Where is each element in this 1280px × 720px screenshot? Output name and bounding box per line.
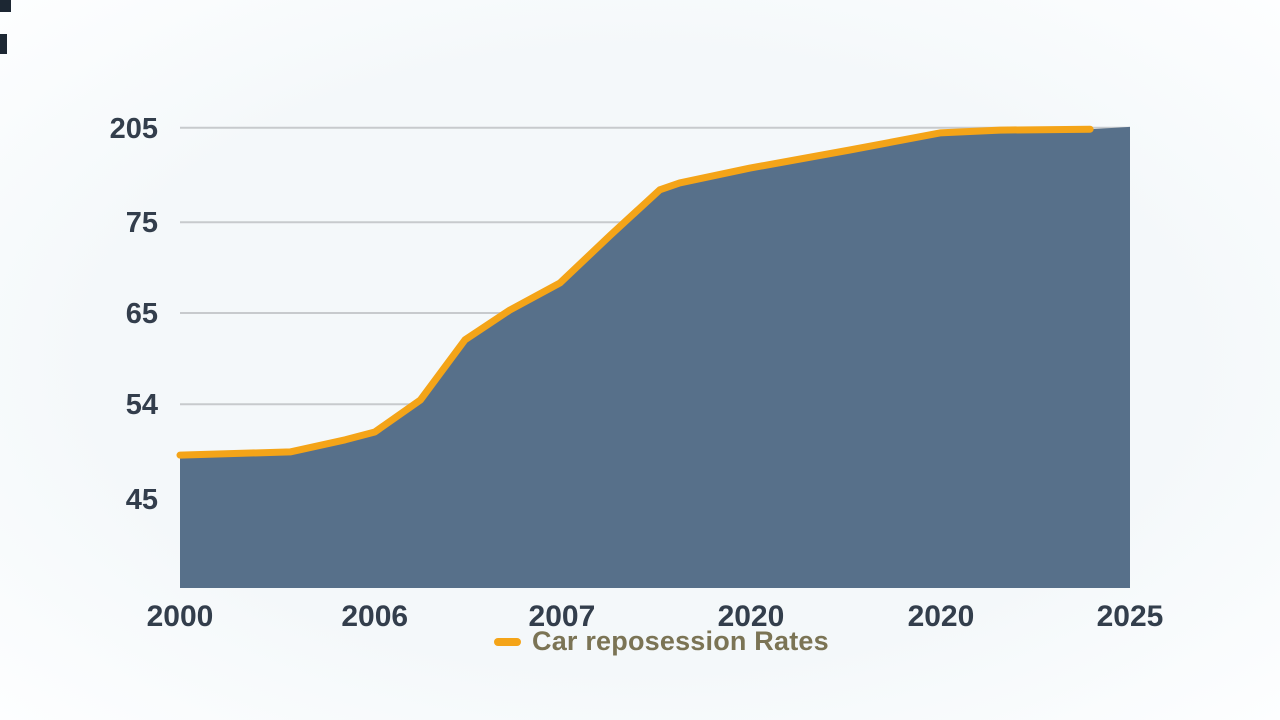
x-tick-label: 2007	[529, 600, 596, 633]
area-fill	[180, 126, 1130, 589]
y-tick-label: 65	[126, 298, 158, 330]
area-series	[180, 126, 1130, 589]
data-line	[176, 125, 1094, 459]
image-artifact	[0, 0, 11, 12]
x-tick-label: 2020	[908, 600, 975, 633]
y-axis-labels: 205 75 65 54 45	[110, 113, 158, 516]
y-tick-label: 205	[110, 113, 158, 145]
y-tick-label: 54	[126, 389, 158, 421]
y-tick-label: 75	[126, 207, 158, 239]
image-artifact	[0, 34, 7, 54]
x-tick-label: 2025	[1097, 600, 1164, 633]
legend-label: Car reposession Rates	[532, 626, 829, 656]
legend: Car reposession Rates	[494, 626, 829, 657]
x-tick-label: 2020	[718, 600, 785, 633]
x-tick-label: 2006	[341, 600, 408, 633]
x-tick-label: 2000	[147, 600, 214, 633]
line-series	[176, 125, 1094, 459]
x-axis-labels: 2000 2006 2007 2020 2020 2025	[147, 600, 1164, 633]
y-tick-label: 45	[126, 484, 158, 516]
legend-line-marker-icon	[494, 637, 521, 646]
